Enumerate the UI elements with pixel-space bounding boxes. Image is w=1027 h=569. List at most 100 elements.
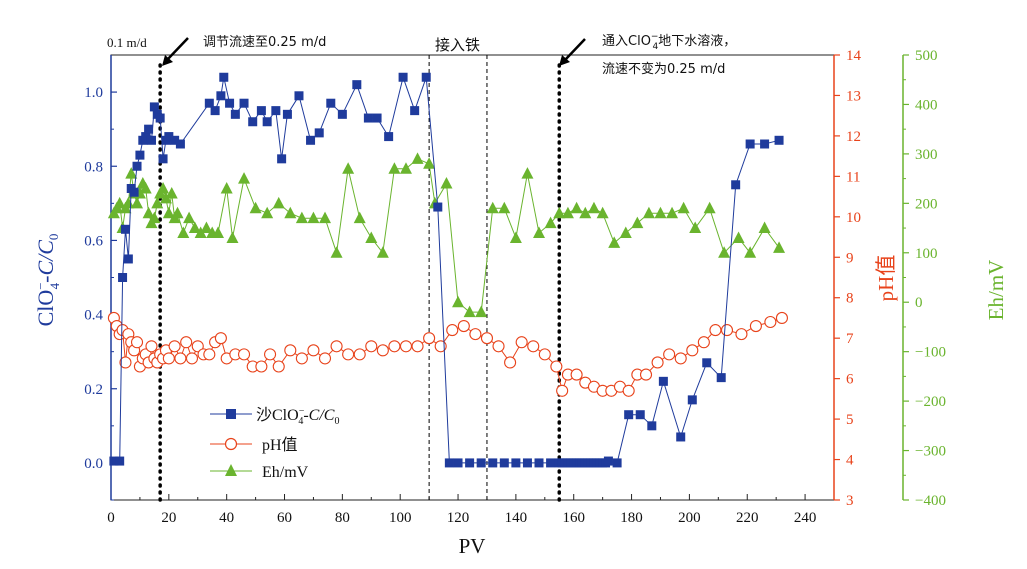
data-point [486, 201, 499, 214]
legend-item-clo4: 沙ClO− 4-C/C0 [210, 406, 339, 427]
data-point [282, 109, 292, 119]
arrowhead-inject [559, 55, 570, 66]
data-point [452, 295, 465, 308]
ph-tick-label: 10 [846, 210, 861, 226]
data-point [141, 132, 151, 142]
data-point [168, 340, 181, 353]
event-lines [158, 55, 562, 502]
legend-item-eh: Eh/mV [210, 464, 309, 481]
data-point [294, 91, 304, 101]
data-point [534, 458, 544, 468]
data-point [702, 358, 712, 368]
data-point [465, 458, 475, 468]
ph-tick-label: 14 [846, 48, 862, 64]
data-point [239, 98, 249, 108]
data-point [123, 254, 133, 264]
data-point [272, 196, 285, 209]
data-point [151, 196, 164, 209]
data-point [352, 80, 362, 90]
data-point [216, 91, 226, 101]
data-point [144, 124, 154, 134]
data-point [775, 311, 788, 325]
left-tick-label: 0.8 [84, 159, 103, 175]
ph-axis-title: pH值 [874, 255, 898, 302]
data-point [129, 187, 139, 197]
arrow-inject [564, 38, 586, 61]
x-tick-label: 0 [107, 510, 115, 526]
data-point [642, 206, 655, 219]
x-tick-label: 200 [678, 510, 701, 526]
data-point [421, 72, 431, 82]
eh-tick-label: 200 [915, 196, 938, 212]
data-point [164, 132, 174, 142]
data-point [330, 340, 343, 353]
data-point [194, 226, 207, 238]
data-point [444, 458, 454, 468]
x-tick-label: 140 [505, 510, 528, 526]
data-point [326, 98, 336, 108]
data-point [758, 221, 771, 234]
data-point [703, 201, 716, 214]
data-point [480, 332, 494, 345]
data-point [674, 352, 687, 365]
data-point [760, 139, 770, 149]
data-point [423, 157, 436, 169]
ph-tick-label: 3 [846, 493, 854, 509]
data-point [504, 356, 517, 369]
data-point [492, 340, 505, 353]
data-point [376, 344, 389, 357]
x-tick-label: 240 [794, 510, 817, 526]
x-tick-label: 120 [447, 510, 470, 526]
data-point [272, 360, 285, 373]
data-point [248, 117, 258, 127]
data-point [453, 458, 463, 468]
svg-text:沙ClO−4-C/C0: 沙ClO− 4-C/C0 [256, 406, 339, 427]
data-point [596, 206, 609, 219]
data-point [561, 206, 574, 219]
data-point [188, 221, 201, 234]
x-tick-label: 20 [161, 510, 176, 526]
data-point [744, 246, 757, 258]
data-point [639, 368, 653, 381]
data-point [225, 98, 235, 108]
left-tick-label: 1.0 [84, 85, 103, 101]
annotation-iron: 接入铁 [435, 36, 480, 54]
data-point [709, 324, 722, 337]
data-point [509, 231, 522, 243]
data-point [399, 162, 412, 174]
data-point [158, 154, 168, 164]
data-point [603, 456, 613, 466]
data-point [132, 161, 142, 171]
data-point [745, 139, 755, 149]
data-point [440, 177, 453, 189]
data-point [131, 196, 144, 209]
data-point [515, 336, 528, 349]
data-point [647, 421, 657, 431]
data-point [180, 336, 193, 349]
data-point [237, 348, 251, 361]
data-point [363, 113, 373, 123]
data-point [550, 360, 563, 373]
data-point [658, 376, 668, 386]
left-tick-label: 0.6 [84, 233, 103, 249]
arrowhead-flow-adjust [162, 55, 173, 66]
data-point [687, 395, 697, 405]
data-point [142, 206, 155, 219]
data-point [622, 384, 635, 397]
eh-tick-label: −200 [915, 394, 946, 410]
data-point [226, 231, 239, 243]
data-point [212, 226, 225, 238]
data-point [689, 221, 702, 234]
data-point [654, 206, 667, 219]
data-point [677, 201, 690, 214]
data-point [162, 206, 175, 219]
data-point [498, 201, 511, 214]
data-point [149, 102, 159, 112]
plot-frame [110, 54, 835, 501]
data-point [410, 106, 420, 116]
data-point [635, 410, 645, 420]
eh-tick-label: −400 [915, 493, 946, 509]
left-axis-title: ClO−4-C/C0 [33, 234, 62, 327]
data-point [457, 319, 470, 333]
